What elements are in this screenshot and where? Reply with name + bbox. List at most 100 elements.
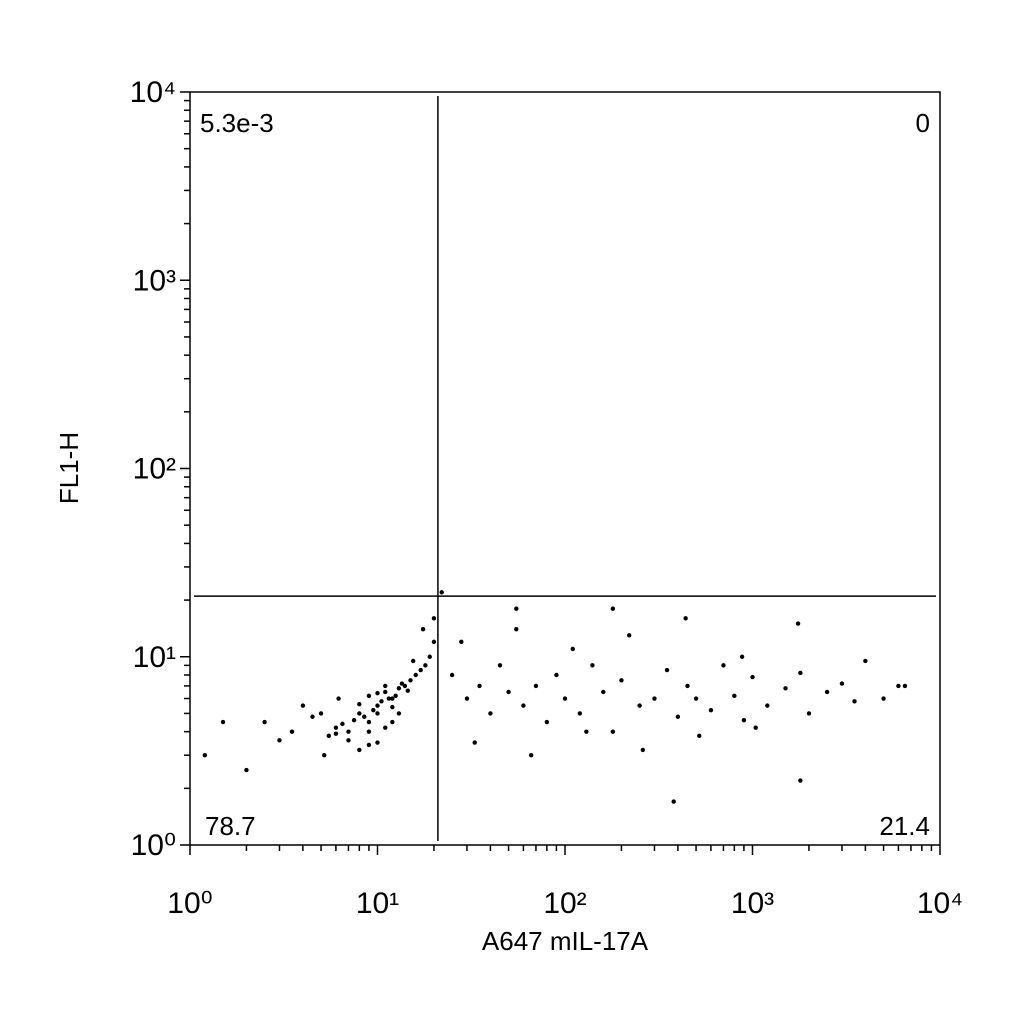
event-dot bbox=[375, 703, 380, 708]
event-dot bbox=[521, 703, 526, 708]
event-dot bbox=[640, 747, 646, 753]
quadrant-label: 5.3e-3 bbox=[200, 108, 274, 138]
event-dot bbox=[439, 590, 444, 595]
event-dot bbox=[619, 678, 624, 683]
quadrant-label: 0 bbox=[916, 108, 930, 138]
event-dot bbox=[652, 696, 657, 701]
event-dot bbox=[390, 719, 395, 725]
event-dot bbox=[664, 667, 670, 673]
event-dot bbox=[824, 689, 830, 695]
event-dot bbox=[732, 693, 737, 699]
event-dot bbox=[423, 663, 428, 668]
event-dot bbox=[390, 696, 395, 701]
event-dot bbox=[590, 663, 595, 668]
y-tick-label: 10² bbox=[133, 453, 176, 486]
event-dot bbox=[902, 683, 908, 689]
event-dot bbox=[366, 693, 372, 699]
event-dot bbox=[477, 683, 482, 689]
y-tick-label: 10¹ bbox=[133, 641, 176, 674]
event-dot bbox=[326, 733, 332, 739]
event-dot bbox=[671, 799, 676, 804]
event-dot bbox=[852, 699, 857, 704]
event-dot bbox=[289, 729, 295, 734]
event-dot bbox=[795, 621, 801, 626]
event-dot bbox=[366, 742, 372, 748]
event-dot bbox=[431, 639, 437, 645]
event-dot bbox=[346, 738, 351, 743]
event-dot bbox=[310, 714, 315, 719]
event-dot bbox=[375, 711, 380, 716]
event-dot bbox=[357, 747, 362, 753]
event-dot bbox=[584, 729, 589, 734]
event-dot bbox=[464, 696, 470, 701]
event-dot bbox=[741, 718, 747, 723]
event-dot bbox=[322, 752, 327, 758]
event-dot bbox=[627, 633, 632, 638]
event-dot bbox=[693, 696, 699, 701]
event-dot bbox=[386, 696, 392, 701]
event-dot bbox=[610, 729, 616, 734]
quadrant-label: 21.4 bbox=[879, 811, 930, 841]
event-dot bbox=[346, 729, 351, 734]
event-dot bbox=[408, 678, 413, 683]
event-dot bbox=[750, 674, 755, 680]
event-dot bbox=[637, 703, 642, 708]
event-dot bbox=[459, 639, 464, 645]
event-dot bbox=[375, 740, 380, 745]
event-dot bbox=[783, 686, 788, 691]
x-tick-label: 10¹ bbox=[356, 887, 399, 920]
event-dot bbox=[427, 654, 432, 659]
event-dot bbox=[610, 606, 616, 611]
event-dot bbox=[418, 667, 423, 673]
event-dot bbox=[383, 689, 388, 695]
event-dot bbox=[765, 703, 770, 708]
event-dot bbox=[798, 670, 803, 676]
x-tick-label: 10⁴ bbox=[917, 887, 963, 920]
event-dot bbox=[528, 752, 534, 758]
event-dot bbox=[514, 627, 519, 632]
event-dot bbox=[402, 683, 408, 689]
event-dot bbox=[396, 711, 402, 716]
event-dot bbox=[562, 696, 568, 701]
plot-frame bbox=[189, 91, 941, 846]
event-dot bbox=[390, 704, 395, 710]
event-dot bbox=[806, 711, 812, 716]
event-dot bbox=[697, 733, 702, 739]
event-dot bbox=[410, 658, 416, 664]
event-dot bbox=[396, 686, 402, 691]
event-dot bbox=[420, 627, 426, 632]
y-tick-label: 10³ bbox=[133, 264, 176, 297]
event-dot bbox=[881, 696, 886, 701]
event-dot bbox=[449, 672, 455, 678]
event-dot bbox=[379, 699, 384, 704]
event-dot bbox=[601, 689, 606, 695]
event-dot bbox=[577, 711, 583, 716]
event-dot bbox=[544, 719, 550, 725]
event-dot bbox=[357, 711, 362, 716]
event-dot bbox=[405, 688, 410, 693]
event-dot bbox=[708, 708, 714, 713]
x-tick-label: 10³ bbox=[731, 887, 774, 920]
x-tick-label: 10² bbox=[543, 887, 586, 920]
event-dot bbox=[351, 718, 357, 723]
y-tick-label: 10⁰ bbox=[131, 829, 176, 862]
event-dot bbox=[357, 701, 362, 707]
event-dot bbox=[798, 778, 803, 783]
event-dot bbox=[399, 681, 405, 686]
event-dot bbox=[472, 740, 477, 745]
event-dot bbox=[244, 767, 249, 773]
event-dot bbox=[739, 654, 745, 659]
x-axis-label: A647 mIL-17A bbox=[482, 926, 649, 956]
event-dot bbox=[393, 693, 398, 699]
event-dot bbox=[685, 683, 690, 689]
event-dot bbox=[362, 714, 367, 719]
y-axis-label: FL1-H bbox=[54, 432, 84, 504]
event-dot bbox=[375, 691, 380, 696]
event-dot bbox=[262, 719, 267, 725]
event-dot bbox=[371, 708, 376, 713]
x-tick-label: 10⁰ bbox=[167, 887, 212, 920]
event-dot bbox=[333, 731, 339, 736]
event-dot bbox=[514, 606, 519, 611]
event-dot bbox=[318, 711, 324, 716]
